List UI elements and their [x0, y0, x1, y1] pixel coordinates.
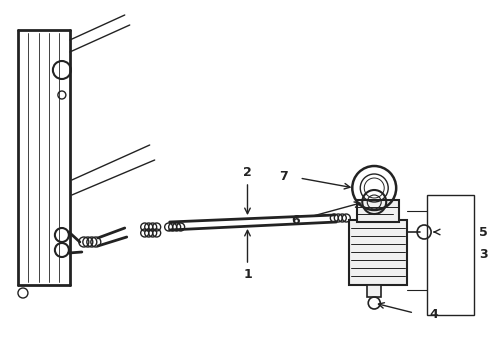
Text: 1: 1: [243, 269, 252, 282]
Text: 3: 3: [479, 248, 488, 261]
Text: 6: 6: [291, 213, 299, 226]
Text: 5: 5: [479, 225, 488, 239]
Bar: [349, 220, 407, 285]
Text: 2: 2: [243, 166, 252, 179]
Bar: [367, 285, 381, 297]
Text: 7: 7: [279, 170, 288, 183]
Text: 4: 4: [429, 309, 438, 321]
Bar: [427, 195, 474, 315]
Bar: [357, 200, 399, 222]
